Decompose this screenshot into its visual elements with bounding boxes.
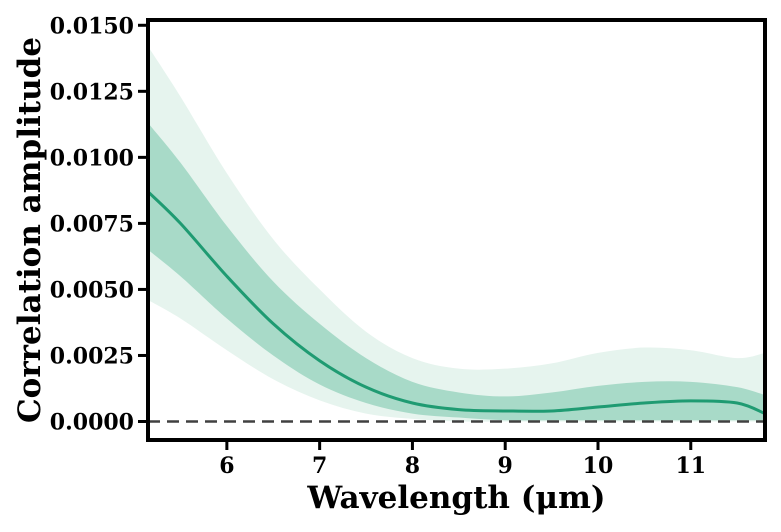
y-tick-label: 0.0075 (50, 211, 134, 237)
plot-frame (146, 18, 767, 442)
x-tick-label: 11 (675, 453, 706, 479)
y-tick-label: 0.0025 (50, 343, 134, 369)
confidence-bands (148, 46, 765, 422)
y-axis-label: Correlation amplitude (12, 37, 48, 423)
y-tick-label: 0.0125 (50, 79, 134, 105)
y-tick-label: 0.0050 (50, 277, 134, 303)
series-line-median (146, 190, 766, 415)
y-tick-label: 0.0150 (50, 13, 134, 39)
x-axis-ticks: 6 7 8 9 10 11 (219, 440, 706, 479)
band-2sigma (148, 46, 765, 422)
y-tick-label: 0.0000 (50, 410, 134, 436)
x-axis-label: Wavelength (μm) (306, 480, 605, 516)
y-tick-label: 0.0100 (50, 145, 134, 171)
y-axis-ticks: 0.0000 0.0025 0.0050 0.0075 0.0100 0.0125 0.01… (50, 13, 148, 436)
x-tick-label: 10 (583, 453, 614, 479)
x-tick-label: 9 (498, 453, 513, 479)
x-tick-label: 6 (219, 453, 234, 479)
band-1sigma (148, 123, 765, 421)
series-lines (146, 190, 766, 415)
x-tick-label: 8 (405, 453, 420, 479)
x-tick-label: 7 (312, 453, 327, 479)
